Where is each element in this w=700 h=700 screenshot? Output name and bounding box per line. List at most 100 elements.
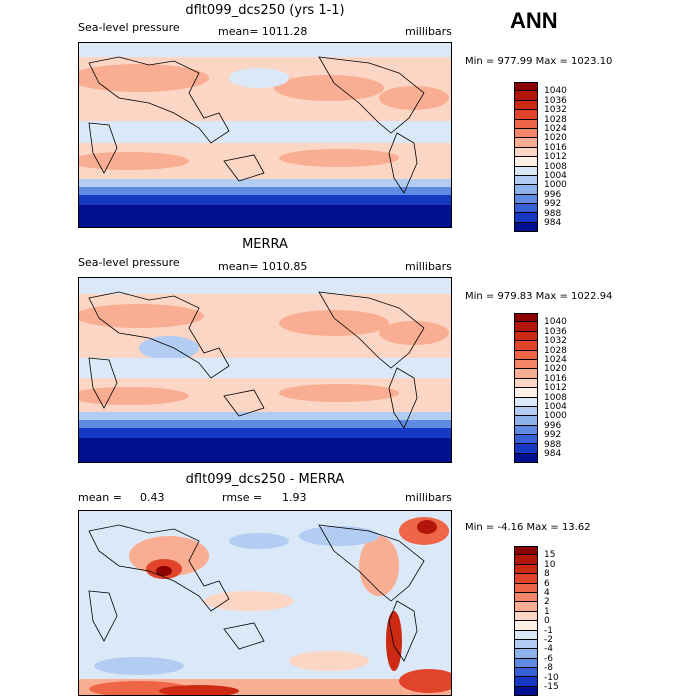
colorbar-label: 992 xyxy=(544,199,562,210)
colorbar-label: 1000 xyxy=(544,411,567,422)
colorbar-swatch xyxy=(514,649,538,659)
colorbar-label: 4 xyxy=(544,588,550,598)
colorbar-label: 996 xyxy=(544,420,562,431)
colorbar-swatch xyxy=(514,639,538,650)
colorbar-swatch xyxy=(514,175,538,186)
colorbar-swatch xyxy=(514,359,538,370)
colorbar-label: 996 xyxy=(544,189,562,200)
colorbar-swatch xyxy=(514,388,538,398)
panel-1-colorbar: 1040 1036 1032 1028 1024 1020 1016 1012 1008 1004… xyxy=(514,82,567,233)
colorbar-label: -2 xyxy=(544,635,553,645)
season-label: ANN xyxy=(510,8,558,33)
colorbar-swatch xyxy=(514,592,538,603)
colorbar-swatch xyxy=(514,425,538,436)
colorbar-label: 0 xyxy=(544,616,550,627)
panel-1-variable: Sea-level pressure xyxy=(78,21,180,34)
colorbar-swatch xyxy=(514,555,538,565)
colorbar-swatch xyxy=(514,630,538,640)
colorbar-label: 984 xyxy=(544,218,562,228)
panel-1-mean: mean= 1011.28 xyxy=(218,25,308,38)
colorbar-label: 10 xyxy=(544,559,556,570)
colorbar-label: 1004 xyxy=(544,171,567,181)
colorbar-swatch xyxy=(514,397,538,407)
panel-1-title: dflt099_dcs250 (yrs 1-1) xyxy=(185,3,345,18)
colorbar-swatch xyxy=(514,677,538,687)
colorbar-label: 6 xyxy=(544,578,550,589)
colorbar-swatch xyxy=(514,91,538,101)
panel-3-mean-label: mean = xyxy=(78,491,122,504)
colorbar-swatch xyxy=(514,110,538,120)
colorbar-label: 1012 xyxy=(544,152,567,163)
colorbar-swatch xyxy=(514,350,538,360)
colorbar-swatch xyxy=(514,658,538,669)
panel-3-minmax: Min = -4.16 Max = 13.62 xyxy=(465,522,591,533)
colorbar-label: 988 xyxy=(544,439,562,450)
colorbar-swatch xyxy=(514,583,538,593)
colorbar-label: 1040 xyxy=(544,317,567,328)
colorbar-label: -10 xyxy=(544,672,559,683)
colorbar-swatch xyxy=(514,435,538,445)
colorbar-label: 1028 xyxy=(544,114,567,125)
colorbar-swatch xyxy=(514,378,538,389)
colorbar-label: 1036 xyxy=(544,326,567,337)
colorbar-swatch xyxy=(514,185,538,195)
colorbar-label: -1 xyxy=(544,625,553,636)
colorbar-swatch xyxy=(514,313,538,323)
colorbar-label: 992 xyxy=(544,430,562,441)
colorbar-swatch xyxy=(514,331,538,342)
colorbar-swatch xyxy=(514,546,538,556)
panel-1-minmax: Min = 977.99 Max = 1023.10 xyxy=(465,56,613,67)
colorbar-label: 1032 xyxy=(544,336,567,347)
colorbar-swatch xyxy=(514,128,538,139)
colorbar-swatch xyxy=(514,453,538,464)
colorbar-label: -15 xyxy=(544,682,559,692)
colorbar-swatch xyxy=(514,138,538,148)
panel-2-variable: Sea-level pressure xyxy=(78,256,180,269)
colorbar-swatch xyxy=(514,686,538,697)
panel-2-colorbar: 1040 1036 1032 1028 1024 1020 1016 1012 1008 1004… xyxy=(514,313,567,464)
colorbar-label: 15 xyxy=(544,550,556,561)
colorbar-swatch xyxy=(514,204,538,214)
panel-3-map xyxy=(78,510,452,696)
colorbar-swatch xyxy=(514,602,538,612)
colorbar-label: 1020 xyxy=(544,364,567,375)
panel-2-units: millibars xyxy=(405,260,452,273)
panel-3-colorbar: 15 10 8 6 4 2 1 0 -1 -2 -4 -6 -8 -10 -15 xyxy=(514,546,559,697)
colorbar-swatch xyxy=(514,147,538,158)
panel-2-minmax: Min = 979.83 Max = 1022.94 xyxy=(465,291,613,302)
colorbar-label: -8 xyxy=(544,663,553,674)
colorbar-label: 1016 xyxy=(544,373,567,384)
colorbar-label: 1020 xyxy=(544,133,567,144)
colorbar-label: 1032 xyxy=(544,105,567,116)
colorbar-swatch xyxy=(514,100,538,111)
colorbar-swatch xyxy=(514,341,538,351)
colorbar-swatch xyxy=(514,564,538,575)
panel-3-mean-value: 0.43 xyxy=(140,491,165,504)
panel-3-rmse-label: rmse = xyxy=(222,491,263,504)
colorbar-label: 1024 xyxy=(544,124,567,134)
colorbar-label: 1036 xyxy=(544,95,567,106)
colorbar-swatch xyxy=(514,574,538,584)
colorbar-label: 984 xyxy=(544,449,562,459)
colorbar-swatch xyxy=(514,213,538,223)
colorbar-swatch xyxy=(514,406,538,417)
panel-2-mean: mean= 1010.85 xyxy=(218,260,308,273)
colorbar-label: 1008 xyxy=(544,161,567,172)
colorbar-label: 1012 xyxy=(544,383,567,394)
panel-1-units: millibars xyxy=(405,25,452,38)
colorbar-swatch xyxy=(514,119,538,129)
colorbar-swatch xyxy=(514,194,538,205)
colorbar-label: 1008 xyxy=(544,392,567,403)
panel-2-map xyxy=(78,277,452,463)
colorbar-swatch xyxy=(514,369,538,379)
panel-3-units: millibars xyxy=(405,491,452,504)
panel-2-title: MERRA xyxy=(242,237,288,252)
colorbar-label: 1028 xyxy=(544,345,567,356)
colorbar-swatch xyxy=(514,444,538,454)
colorbar-label: 1 xyxy=(544,606,550,617)
colorbar-label: 2 xyxy=(544,597,550,608)
colorbar-swatch xyxy=(514,166,538,176)
colorbar-swatch xyxy=(514,322,538,332)
colorbar-label: -6 xyxy=(544,653,553,664)
colorbar-swatch xyxy=(514,668,538,678)
